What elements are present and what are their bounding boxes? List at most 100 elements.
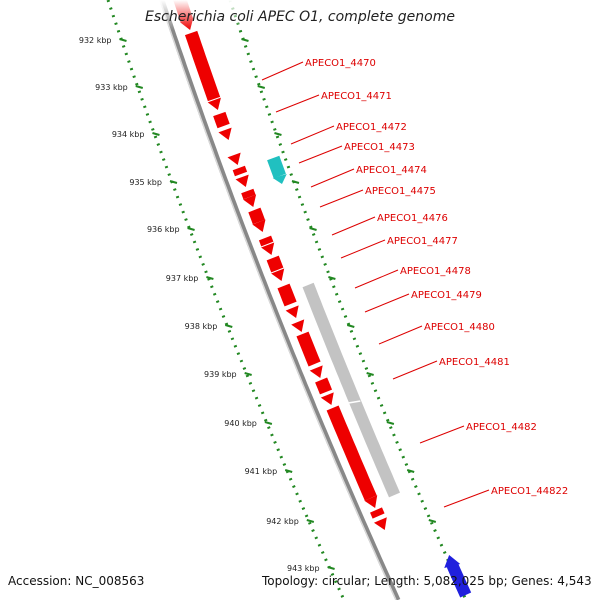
kbp-tick-inner bbox=[225, 324, 233, 328]
kbp-tick-inner bbox=[187, 227, 195, 231]
kbp-tick-outer bbox=[257, 85, 266, 89]
gene-label[interactable]: APECO1_44822 bbox=[491, 486, 568, 497]
gene-arrow-head[interactable] bbox=[242, 194, 257, 207]
gene-callout-line bbox=[261, 61, 304, 81]
kbp-tick-inner bbox=[152, 132, 160, 136]
kbp-label: 936 kbp bbox=[147, 225, 180, 234]
gene-label[interactable]: APECO1_4470 bbox=[305, 58, 376, 69]
kbp-tick-outer bbox=[406, 469, 415, 473]
gene-callout-line bbox=[354, 269, 399, 289]
gene-arrow-body[interactable] bbox=[266, 255, 284, 273]
gene-arrow-head[interactable] bbox=[309, 365, 323, 378]
gene-arrow-body[interactable] bbox=[241, 188, 256, 200]
kbp-tick-inner bbox=[169, 180, 178, 184]
gene-arrow-body[interactable] bbox=[326, 405, 377, 501]
kbp-tick-outer bbox=[366, 372, 374, 376]
kbp-label: 942 kbp bbox=[266, 517, 299, 526]
kbp-tick-outer bbox=[347, 324, 355, 328]
gene-label[interactable]: APECO1_4478 bbox=[400, 266, 471, 277]
gene-label[interactable]: APECO1_4476 bbox=[377, 213, 448, 224]
kbp-label: 932 kbp bbox=[79, 36, 112, 45]
gene-arrow-body[interactable] bbox=[315, 377, 333, 395]
kbp-label: 943 kbp bbox=[287, 564, 320, 573]
gene-label[interactable]: APECO1_4473 bbox=[344, 142, 415, 153]
gene-label[interactable]: APECO1_4481 bbox=[439, 357, 510, 368]
gene-callout-line bbox=[310, 168, 355, 188]
gene-label[interactable]: APECO1_4475 bbox=[365, 186, 436, 197]
gene-callout-line bbox=[443, 489, 490, 508]
gray-feature-region[interactable] bbox=[302, 282, 401, 498]
gene-callout-line bbox=[378, 325, 423, 345]
gene-arrow-body[interactable] bbox=[213, 111, 230, 129]
gene-arrow-head[interactable] bbox=[373, 517, 387, 530]
kbp-label: 933 kbp bbox=[95, 83, 128, 92]
gene-arrow-body[interactable] bbox=[370, 507, 385, 519]
outer-ruler-line bbox=[228, 0, 468, 600]
kbp-label: 939 kbp bbox=[204, 370, 237, 379]
gene-arrow-head[interactable] bbox=[227, 152, 241, 165]
gene-arrow-body[interactable] bbox=[277, 283, 297, 307]
gene-arrow-head[interactable] bbox=[261, 242, 275, 255]
gene-callout-line bbox=[364, 293, 410, 313]
gene-label[interactable]: APECO1_4480 bbox=[424, 322, 495, 333]
gene-arrow-head[interactable] bbox=[291, 319, 305, 332]
gene-callout-line bbox=[298, 145, 343, 164]
highlighted-gene-head[interactable] bbox=[272, 174, 287, 184]
kbp-tick-outer bbox=[328, 276, 336, 280]
kbp-tick-outer bbox=[274, 132, 282, 136]
inner-ruler-line bbox=[106, 0, 346, 600]
gene-label[interactable]: APECO1_4482 bbox=[466, 422, 537, 433]
kbp-tick-inner bbox=[244, 372, 252, 376]
genome-backbone-highlight bbox=[159, 0, 397, 600]
gene-arrow-head[interactable] bbox=[207, 97, 221, 110]
gene-arrow-body[interactable] bbox=[248, 207, 266, 225]
gene-arrow-head[interactable] bbox=[218, 127, 232, 140]
kbp-tick-inner bbox=[206, 276, 214, 280]
gene-arrow-head[interactable] bbox=[285, 305, 299, 318]
kbp-tick-inner bbox=[264, 421, 273, 425]
region-divider bbox=[348, 400, 361, 404]
gene-callout-line bbox=[319, 189, 364, 208]
gene-callout-line bbox=[419, 425, 465, 444]
kbp-tick-outer bbox=[241, 38, 249, 42]
gene-label[interactable]: APECO1_4479 bbox=[411, 290, 482, 301]
genome-backbone bbox=[159, 0, 401, 600]
gene-arrow-body[interactable] bbox=[232, 165, 248, 177]
gene-label[interactable]: APECO1_4474 bbox=[356, 165, 427, 176]
kbp-tick-outer bbox=[386, 421, 395, 425]
gene-label[interactable]: APECO1_4471 bbox=[321, 91, 392, 102]
gene-arrow-head[interactable] bbox=[235, 174, 249, 187]
gene-label[interactable]: APECO1_4472 bbox=[336, 122, 407, 133]
kbp-tick-inner bbox=[119, 38, 127, 42]
gene-arrow-body[interactable] bbox=[184, 30, 221, 102]
gene-label[interactable]: APECO1_4477 bbox=[387, 236, 458, 247]
accession-text: Accession: NC_008563 bbox=[8, 574, 145, 588]
kbp-tick-inner bbox=[327, 566, 335, 570]
genome-title: Escherichia coli APEC O1, complete genom… bbox=[145, 9, 455, 25]
other-strand-gene-head[interactable] bbox=[444, 555, 461, 568]
kbp-label: 935 kbp bbox=[129, 178, 162, 187]
other-strand-gene[interactable] bbox=[446, 562, 472, 598]
kbp-tick-outer bbox=[428, 519, 437, 523]
highlighted-gene-body[interactable] bbox=[267, 155, 286, 179]
kbp-tick-outer bbox=[291, 180, 300, 184]
gene-callout-line bbox=[340, 239, 386, 259]
kbp-tick-inner bbox=[306, 519, 315, 523]
gene-arrow-head[interactable] bbox=[364, 495, 378, 508]
kbp-label: 938 kbp bbox=[185, 322, 218, 331]
kbp-label: 937 kbp bbox=[166, 274, 199, 283]
kbp-tick-inner bbox=[135, 85, 144, 89]
kbp-label: 941 kbp bbox=[245, 467, 278, 476]
gene-callout-line bbox=[331, 216, 376, 236]
gene-arrow-head[interactable] bbox=[271, 268, 285, 281]
kbp-label: 940 kbp bbox=[224, 419, 257, 428]
gene-arrow-body[interactable] bbox=[258, 235, 274, 247]
kbp-tick-outer bbox=[309, 227, 317, 231]
gene-callout-line bbox=[392, 360, 438, 380]
gene-arrow-body[interactable] bbox=[296, 331, 321, 367]
title-fade bbox=[130, 0, 430, 30]
gene-arrow-head[interactable] bbox=[320, 392, 334, 405]
gene-arrow-head[interactable] bbox=[252, 219, 266, 232]
